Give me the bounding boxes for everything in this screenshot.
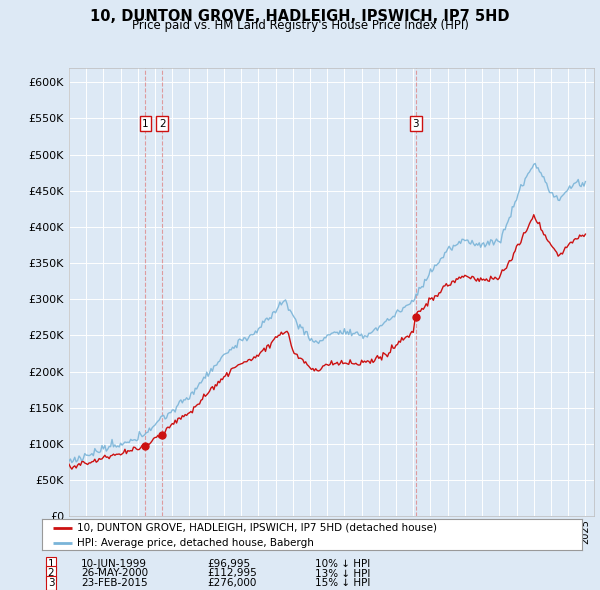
Text: £112,995: £112,995 (207, 569, 257, 578)
Text: 1: 1 (142, 119, 149, 129)
Text: £276,000: £276,000 (207, 578, 256, 588)
Text: 10-JUN-1999: 10-JUN-1999 (81, 559, 147, 569)
Text: 2: 2 (159, 119, 166, 129)
Text: HPI: Average price, detached house, Babergh: HPI: Average price, detached house, Babe… (77, 538, 314, 548)
Text: 1: 1 (47, 559, 55, 569)
Text: 13% ↓ HPI: 13% ↓ HPI (315, 569, 370, 578)
Text: 10% ↓ HPI: 10% ↓ HPI (315, 559, 370, 569)
Text: 10, DUNTON GROVE, HADLEIGH, IPSWICH, IP7 5HD (detached house): 10, DUNTON GROVE, HADLEIGH, IPSWICH, IP7… (77, 523, 437, 533)
Text: 23-FEB-2015: 23-FEB-2015 (81, 578, 148, 588)
Text: £96,995: £96,995 (207, 559, 250, 569)
Text: 15% ↓ HPI: 15% ↓ HPI (315, 578, 370, 588)
Text: 2: 2 (47, 569, 55, 578)
Text: 3: 3 (412, 119, 419, 129)
Text: Price paid vs. HM Land Registry's House Price Index (HPI): Price paid vs. HM Land Registry's House … (131, 19, 469, 32)
Text: 26-MAY-2000: 26-MAY-2000 (81, 569, 148, 578)
Text: 3: 3 (47, 578, 55, 588)
Text: 10, DUNTON GROVE, HADLEIGH, IPSWICH, IP7 5HD: 10, DUNTON GROVE, HADLEIGH, IPSWICH, IP7… (90, 9, 510, 24)
